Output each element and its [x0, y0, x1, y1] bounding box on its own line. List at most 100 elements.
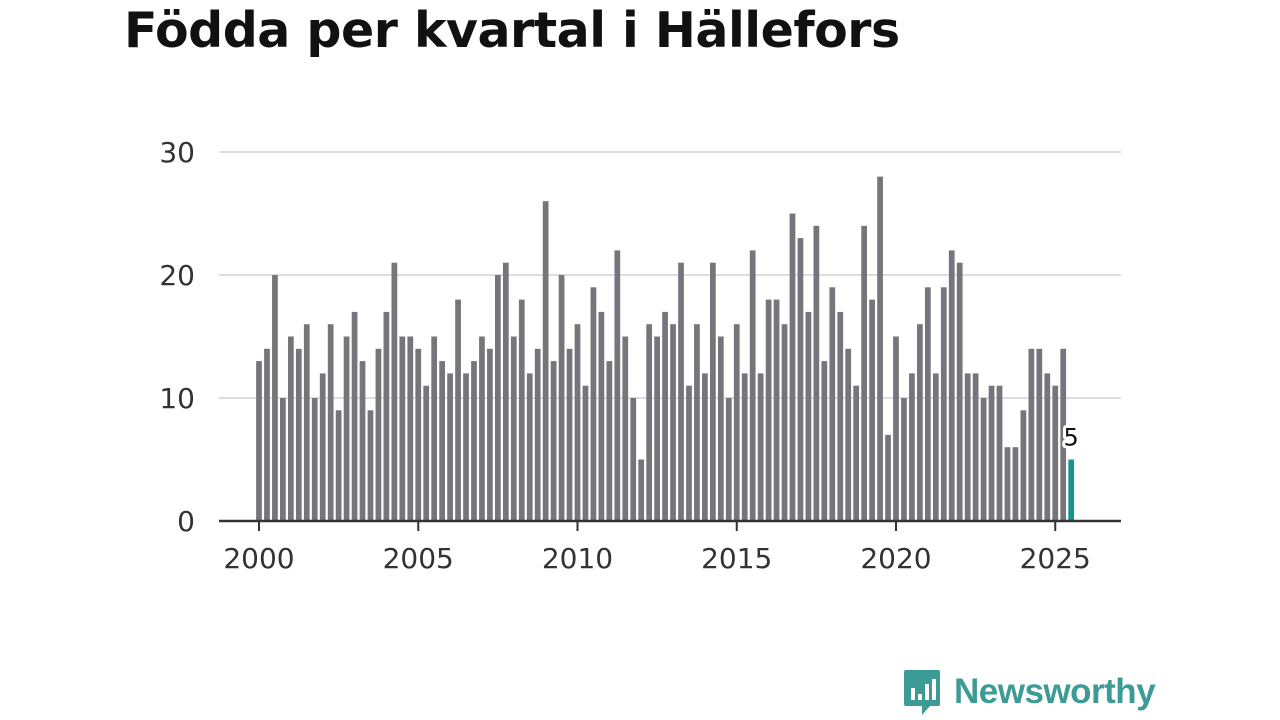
bars — [256, 176, 1075, 522]
bar — [550, 361, 557, 521]
bar — [861, 225, 868, 522]
bar — [447, 373, 453, 521]
bar — [502, 262, 509, 521]
bar — [717, 336, 724, 521]
bar — [558, 275, 565, 521]
bar — [630, 398, 637, 521]
bar — [733, 324, 740, 521]
bar — [948, 250, 955, 521]
y-tick-label-0: 0 — [177, 505, 195, 538]
bar — [940, 287, 947, 521]
bar — [813, 225, 820, 522]
bar — [598, 311, 605, 521]
bar — [256, 361, 262, 521]
bar — [606, 361, 613, 521]
highlight-data-label: 5 — [1064, 424, 1079, 452]
bar — [510, 336, 517, 521]
x-tick-label-2000: 2000 — [223, 542, 294, 575]
bar — [924, 287, 931, 521]
bar — [399, 336, 406, 521]
x-tick-label-2020: 2020 — [860, 542, 931, 575]
bar — [479, 336, 485, 521]
bar-highlight — [1068, 459, 1075, 521]
bar — [797, 238, 804, 521]
bar — [359, 361, 366, 521]
bar — [996, 385, 1003, 521]
bar — [909, 373, 915, 521]
x-tick-label-2015: 2015 — [701, 542, 772, 575]
bar — [972, 373, 979, 521]
bar — [710, 262, 716, 521]
bar — [526, 373, 533, 521]
bar — [917, 324, 923, 521]
bar — [303, 324, 310, 521]
x-tick-label-2005: 2005 — [383, 542, 454, 575]
bar — [845, 348, 852, 521]
y-tick-label-30: 30 — [159, 136, 195, 169]
bar — [773, 299, 780, 521]
bar — [781, 324, 788, 521]
bar — [335, 410, 342, 521]
y-tick-label-20: 20 — [159, 259, 195, 292]
bar — [964, 373, 971, 521]
bar — [901, 398, 907, 521]
bar — [375, 348, 382, 521]
bar — [837, 311, 844, 521]
bar — [694, 324, 700, 521]
grid-lines — [219, 151, 1121, 399]
bar — [455, 299, 461, 521]
bar — [1004, 447, 1011, 521]
x-tick-label-2010: 2010 — [542, 542, 613, 575]
bar — [932, 373, 939, 521]
bar — [821, 361, 828, 521]
bar — [463, 373, 469, 521]
bar — [956, 262, 963, 521]
bar — [654, 336, 660, 521]
bar — [622, 336, 629, 521]
bar — [415, 348, 422, 521]
y-tick-label-10: 10 — [159, 382, 195, 415]
bar — [566, 348, 573, 521]
x-tick-label-2025: 2025 — [1020, 542, 1091, 575]
bar — [1020, 410, 1027, 521]
bar — [805, 311, 812, 521]
bar — [518, 299, 525, 521]
bar — [407, 336, 414, 521]
bar — [495, 275, 501, 521]
bar — [765, 299, 772, 521]
bar — [272, 275, 278, 521]
bar — [383, 311, 390, 521]
bar — [311, 398, 318, 521]
bar — [534, 348, 541, 521]
bar — [725, 398, 732, 521]
bar — [662, 311, 668, 521]
chart-title: Födda per kvartal i Hällefors — [124, 2, 900, 59]
bar — [542, 201, 549, 521]
bar — [431, 336, 438, 521]
newsworthy-logo: Newsworthy — [902, 668, 1156, 716]
bar — [670, 324, 676, 521]
bar — [614, 250, 621, 521]
bar — [280, 398, 286, 521]
bar — [877, 176, 883, 521]
brand-name: Newsworthy — [954, 672, 1156, 711]
bar — [678, 262, 684, 521]
bar — [367, 410, 374, 521]
bar — [1060, 348, 1067, 521]
bar — [1044, 373, 1051, 521]
bar — [646, 324, 653, 521]
bar — [327, 324, 334, 521]
bar — [980, 398, 987, 521]
bar — [439, 361, 445, 521]
bar — [319, 373, 326, 521]
bar — [885, 434, 891, 521]
bar — [295, 348, 302, 521]
bar — [590, 287, 597, 521]
highlight-label-halo: 5 — [1064, 424, 1079, 452]
bar — [702, 373, 708, 521]
data-labels: 55 — [1061, 421, 1082, 455]
bar — [757, 373, 764, 521]
bar — [869, 299, 875, 521]
bar — [853, 385, 860, 521]
